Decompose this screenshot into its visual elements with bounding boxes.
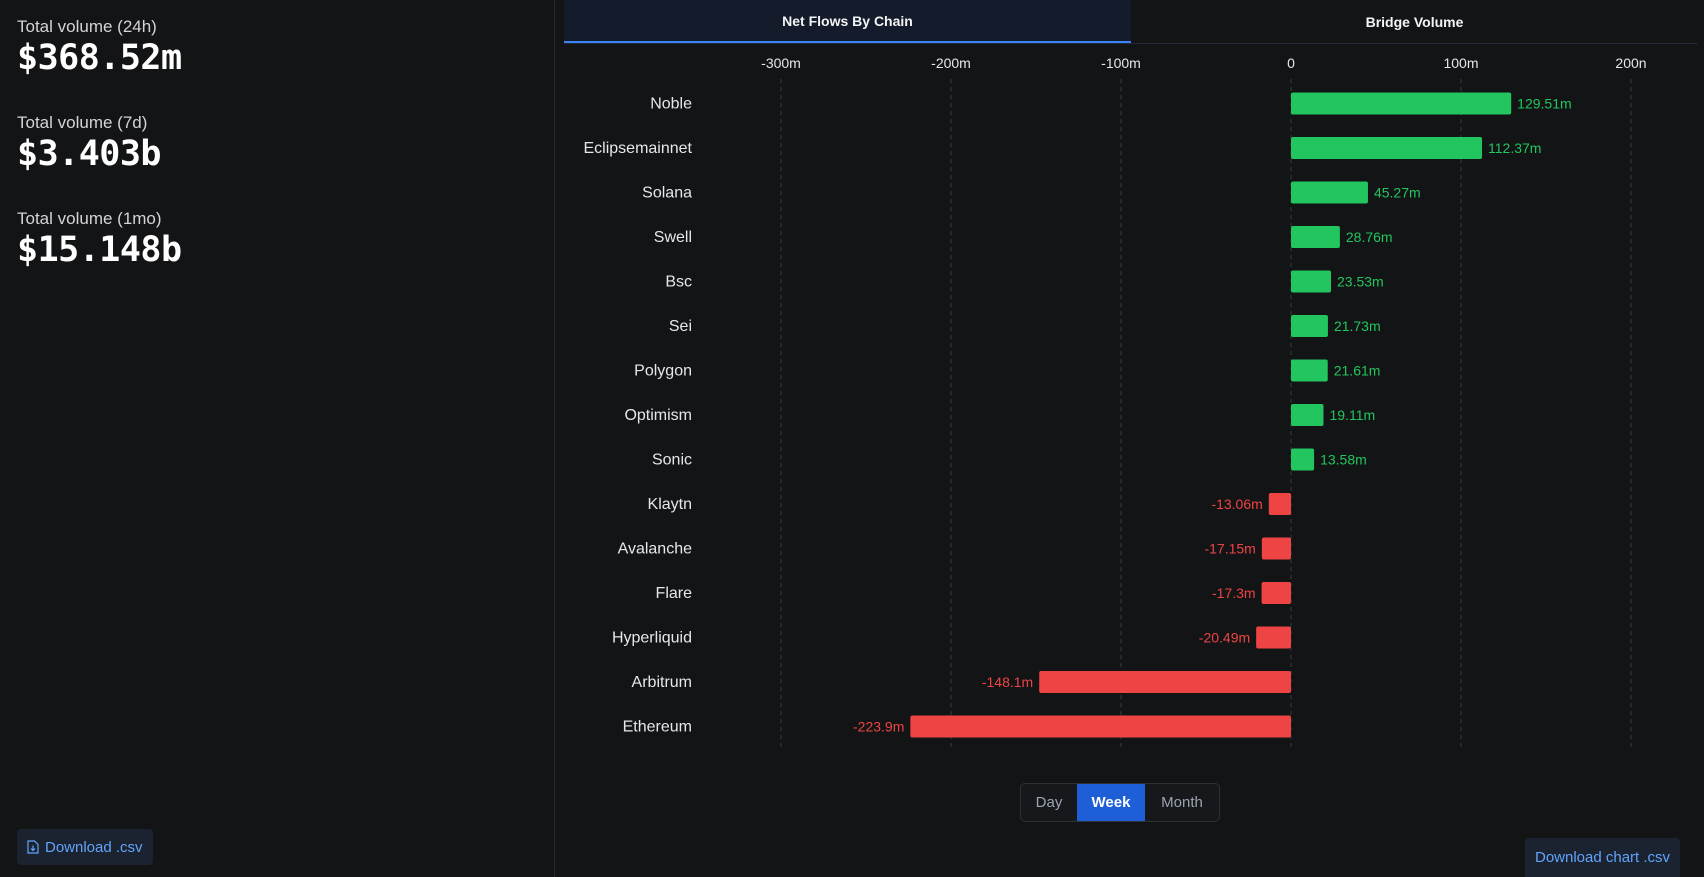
x-tick-label: -200m [931,55,971,71]
bar-value-label: 21.61m [1334,363,1381,379]
bar [1039,671,1291,693]
category-label: Bsc [665,274,692,291]
file-download-icon [27,840,39,854]
bar [1261,582,1291,604]
bar [1268,493,1291,515]
category-label: Optimism [624,407,692,424]
category-label: Sonic [652,452,692,469]
bar-value-label: 45.27m [1374,185,1421,201]
bar [1291,270,1332,293]
download-csv-label: Download .csv [45,838,143,856]
bar-value-label: 23.53m [1337,274,1384,290]
stat-label: Total volume (7d) [17,113,148,132]
bar [1291,448,1315,471]
category-label: Klaytn [648,496,692,513]
bar [1256,626,1291,649]
bar [910,715,1291,738]
period-week-button[interactable]: Week [1077,784,1145,821]
tab-net-flows[interactable]: Net Flows By Chain [564,0,1131,43]
category-label: Eclipsemainnet [584,140,693,157]
bar-value-label: 13.58m [1320,452,1367,468]
bar [1291,404,1324,426]
period-day-button[interactable]: Day [1035,794,1063,811]
x-tick-label: -100m [1101,55,1141,71]
bar [1261,537,1291,560]
bar-value-label: -223.9m [853,719,904,735]
stat-label: Total volume (1mo) [17,209,162,228]
stat-value: $368.52m [17,38,182,78]
category-label: Ethereum [623,719,692,736]
bar-value-label: -17.15m [1204,541,1255,557]
stat-24h: Total volume (24h) $368.52m [17,17,182,79]
net-flows-chart: -300m -200m -100m 0 100m 200n Noble 129.51m Ecli… [584,55,1647,750]
x-tick-label: 0 [1287,55,1295,71]
category-label: Polygon [634,363,692,380]
bar-value-label: 129.51m [1517,96,1571,112]
bar-value-label: -148.1m [982,674,1033,690]
category-label: Solana [642,185,692,202]
bar-value-label: 21.73m [1334,318,1381,334]
category-label: Noble [650,96,692,113]
x-tick-label: 200n [1615,55,1646,71]
stat-value: $15.148b [17,230,182,270]
bar [1291,181,1368,204]
summary-panel: Total volume (24h) $368.52m Total volume… [0,0,555,877]
stat-7d: Total volume (7d) $3.403b [17,113,162,175]
bar [1291,137,1483,159]
bar-value-label: -13.06m [1211,496,1262,512]
period-month-button[interactable]: Month [1161,794,1203,811]
chart-tabs: Net Flows By Chain Bridge Volume [564,0,1698,44]
period-toggle: Day Week Month [1020,783,1220,822]
bar [1291,92,1512,115]
bar [1291,359,1328,382]
chart-panel: Net Flows By Chain Bridge Volume -300m -2… [564,0,1704,877]
category-label: Avalanche [618,541,693,558]
category-label: Sei [669,318,692,335]
bar-value-label: -17.3m [1212,585,1256,601]
download-chart-button[interactable]: Download chart .csv [1525,838,1681,877]
bar-value-label: 112.37m [1488,140,1541,156]
download-csv-button[interactable]: Download .csv [17,829,153,865]
stat-1mo: Total volume (1mo) $15.148b [17,209,182,271]
bar-value-label: 19.11m [1329,407,1375,423]
bar [1291,315,1328,337]
category-label: Swell [654,229,692,246]
bar [1291,226,1340,248]
category-label: Hyperliquid [612,630,692,647]
category-label: Arbitrum [632,674,692,691]
bar-value-label: 28.76m [1346,229,1393,245]
stat-value: $3.403b [17,134,162,174]
bar-value-label: -20.49m [1199,630,1250,646]
x-tick-label: -300m [761,55,801,71]
category-label: Flare [656,585,693,602]
stat-label: Total volume (24h) [17,17,157,36]
tab-bridge-volume[interactable]: Bridge Volume [1365,13,1464,30]
x-tick-label: 100m [1443,55,1478,71]
